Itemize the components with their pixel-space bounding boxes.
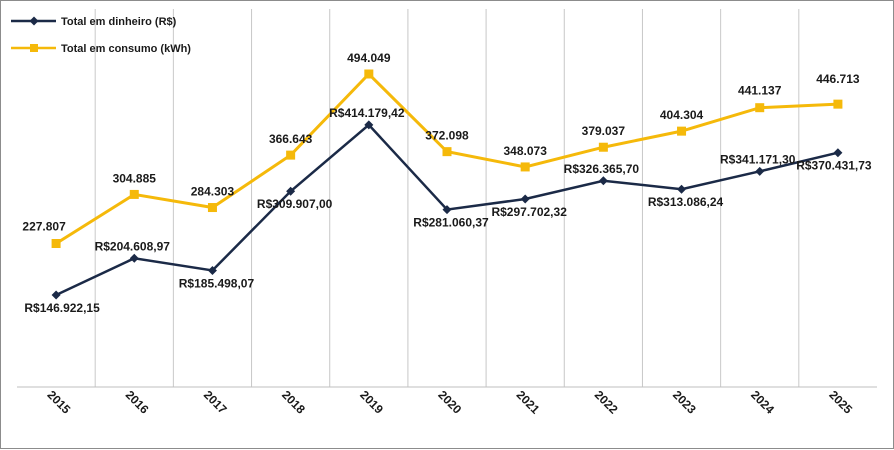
x-tick-label: 2023 [670, 388, 699, 417]
x-axis-ticks: 2015 2016 2017 2018 2019 2020 2021 2022 2023 2024… [45, 388, 856, 417]
data-point-money[interactable] [286, 186, 296, 196]
data-point-consumption[interactable] [598, 142, 608, 152]
data-label-money: R$185.498,07 [179, 276, 255, 290]
data-point-consumption[interactable] [833, 99, 843, 109]
x-tick-label: 2020 [435, 388, 464, 417]
data-point-money[interactable] [364, 120, 374, 130]
data-point-money[interactable] [520, 194, 530, 204]
data-label-money: R$297.702,32 [491, 205, 567, 219]
data-point-money[interactable] [51, 290, 61, 300]
data-label-money: R$281.060,37 [413, 216, 489, 230]
data-point-money[interactable] [598, 176, 608, 186]
data-labels: R$146.922,15 R$204.608,97 R$185.498,07 R$30… [22, 51, 872, 315]
data-point-money[interactable] [677, 184, 687, 194]
x-tick-label: 2017 [201, 388, 230, 417]
data-label-money: R$341.171,30 [720, 152, 796, 166]
data-label-consumption: 446.713 [816, 72, 860, 86]
data-point-consumption[interactable] [520, 162, 530, 172]
legend-item-consumption[interactable]: Total em consumo (kWh) [11, 43, 191, 55]
data-label-consumption: 348.073 [503, 144, 547, 158]
data-label-consumption: 379.037 [582, 124, 626, 138]
data-label-consumption: 404.304 [660, 108, 704, 122]
series-markers [51, 69, 843, 300]
legend-marker-money-diamond-icon [29, 16, 39, 26]
data-label-consumption: 366.643 [269, 132, 313, 146]
grid [17, 9, 877, 388]
data-point-consumption[interactable] [129, 189, 139, 199]
data-point-consumption[interactable] [286, 150, 296, 160]
legend: Total em dinheiro (R$) Total em consumo … [11, 16, 191, 55]
data-point-consumption[interactable] [677, 126, 687, 136]
data-point-money[interactable] [833, 148, 843, 158]
x-tick-label: 2019 [357, 388, 386, 417]
legend-label-consumption: Total em consumo (kWh) [61, 43, 191, 55]
legend-item-money[interactable]: Total em dinheiro (R$) [11, 16, 177, 28]
data-label-consumption: 441.137 [738, 84, 782, 98]
data-point-money[interactable] [755, 166, 765, 176]
data-label-money: R$313.086,24 [648, 195, 724, 209]
data-point-consumption[interactable] [442, 147, 452, 157]
x-tick-label: 2021 [514, 388, 543, 417]
data-label-money: R$414.179,42 [329, 106, 405, 120]
data-label-consumption: 494.049 [347, 51, 391, 65]
data-point-consumption[interactable] [755, 103, 765, 113]
data-label-consumption: 304.885 [113, 171, 157, 185]
data-label-consumption: 227.807 [22, 220, 66, 234]
data-label-consumption: 284.303 [191, 185, 235, 199]
legend-marker-consumption-square-icon [30, 44, 38, 52]
data-label-money: R$326.365,70 [564, 162, 640, 176]
data-point-consumption[interactable] [364, 69, 374, 79]
data-point-consumption[interactable] [207, 203, 217, 213]
legend-label-money: Total em dinheiro (R$) [61, 16, 177, 28]
data-label-money: R$146.922,15 [24, 301, 100, 315]
data-point-money[interactable] [207, 265, 217, 275]
x-tick-label: 2025 [826, 388, 855, 417]
x-tick-label: 2018 [279, 388, 308, 417]
data-label-money: R$370.431,73 [796, 159, 872, 173]
x-tick-label: 2015 [45, 388, 74, 417]
data-point-consumption[interactable] [51, 239, 61, 249]
data-label-money: R$204.608,97 [95, 239, 171, 253]
data-point-money[interactable] [442, 205, 452, 215]
x-tick-label: 2016 [123, 388, 152, 417]
x-tick-label: 2022 [592, 388, 621, 417]
x-tick-label: 2024 [748, 388, 777, 417]
data-point-money[interactable] [129, 253, 139, 263]
data-label-money: R$309.907,00 [257, 197, 333, 211]
data-label-consumption: 372.098 [425, 129, 469, 143]
